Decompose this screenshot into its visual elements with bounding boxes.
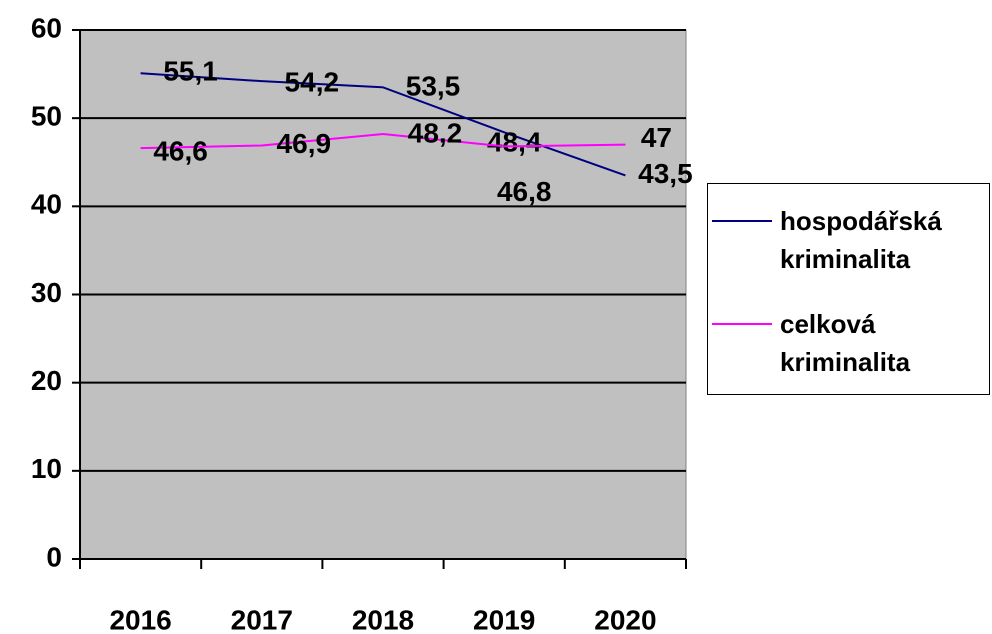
data-label: 46,9	[277, 128, 332, 159]
y-tick-label: 20	[31, 365, 62, 396]
x-tick-label: 2016	[109, 604, 171, 634]
legend-entry: hospodářská kriminalita	[712, 202, 985, 278]
y-tick-label: 60	[31, 12, 62, 43]
data-label: 53,5	[406, 71, 461, 102]
x-tick-label: 2019	[473, 604, 535, 634]
data-label: 48,4	[487, 127, 542, 158]
legend-entry: celková kriminalita	[712, 305, 985, 381]
x-tick-label: 2017	[231, 604, 293, 634]
legend-swatch	[712, 220, 772, 222]
y-tick-label: 40	[31, 189, 62, 220]
y-tick-label: 0	[46, 541, 62, 572]
data-label: 48,2	[408, 117, 463, 148]
legend-label: hospodářská kriminalita	[780, 206, 942, 274]
series-line	[140, 133, 626, 150]
legend-swatch	[712, 323, 772, 325]
data-label: 55,1	[163, 56, 218, 87]
x-tick-label: 2020	[594, 604, 656, 634]
data-label: 46,6	[153, 136, 208, 167]
x-tick-label: 2018	[352, 604, 414, 634]
data-label: 47	[641, 122, 672, 153]
legend: hospodářská kriminalita celková kriminali…	[707, 183, 990, 395]
data-label: 54,2	[285, 67, 340, 98]
data-label: 46,8	[497, 176, 552, 207]
legend-label: celková kriminalita	[780, 309, 911, 377]
data-label: 43,5	[638, 158, 693, 189]
y-tick-label: 50	[31, 101, 62, 132]
y-tick-label: 30	[31, 277, 62, 308]
y-tick-label: 10	[31, 453, 62, 484]
